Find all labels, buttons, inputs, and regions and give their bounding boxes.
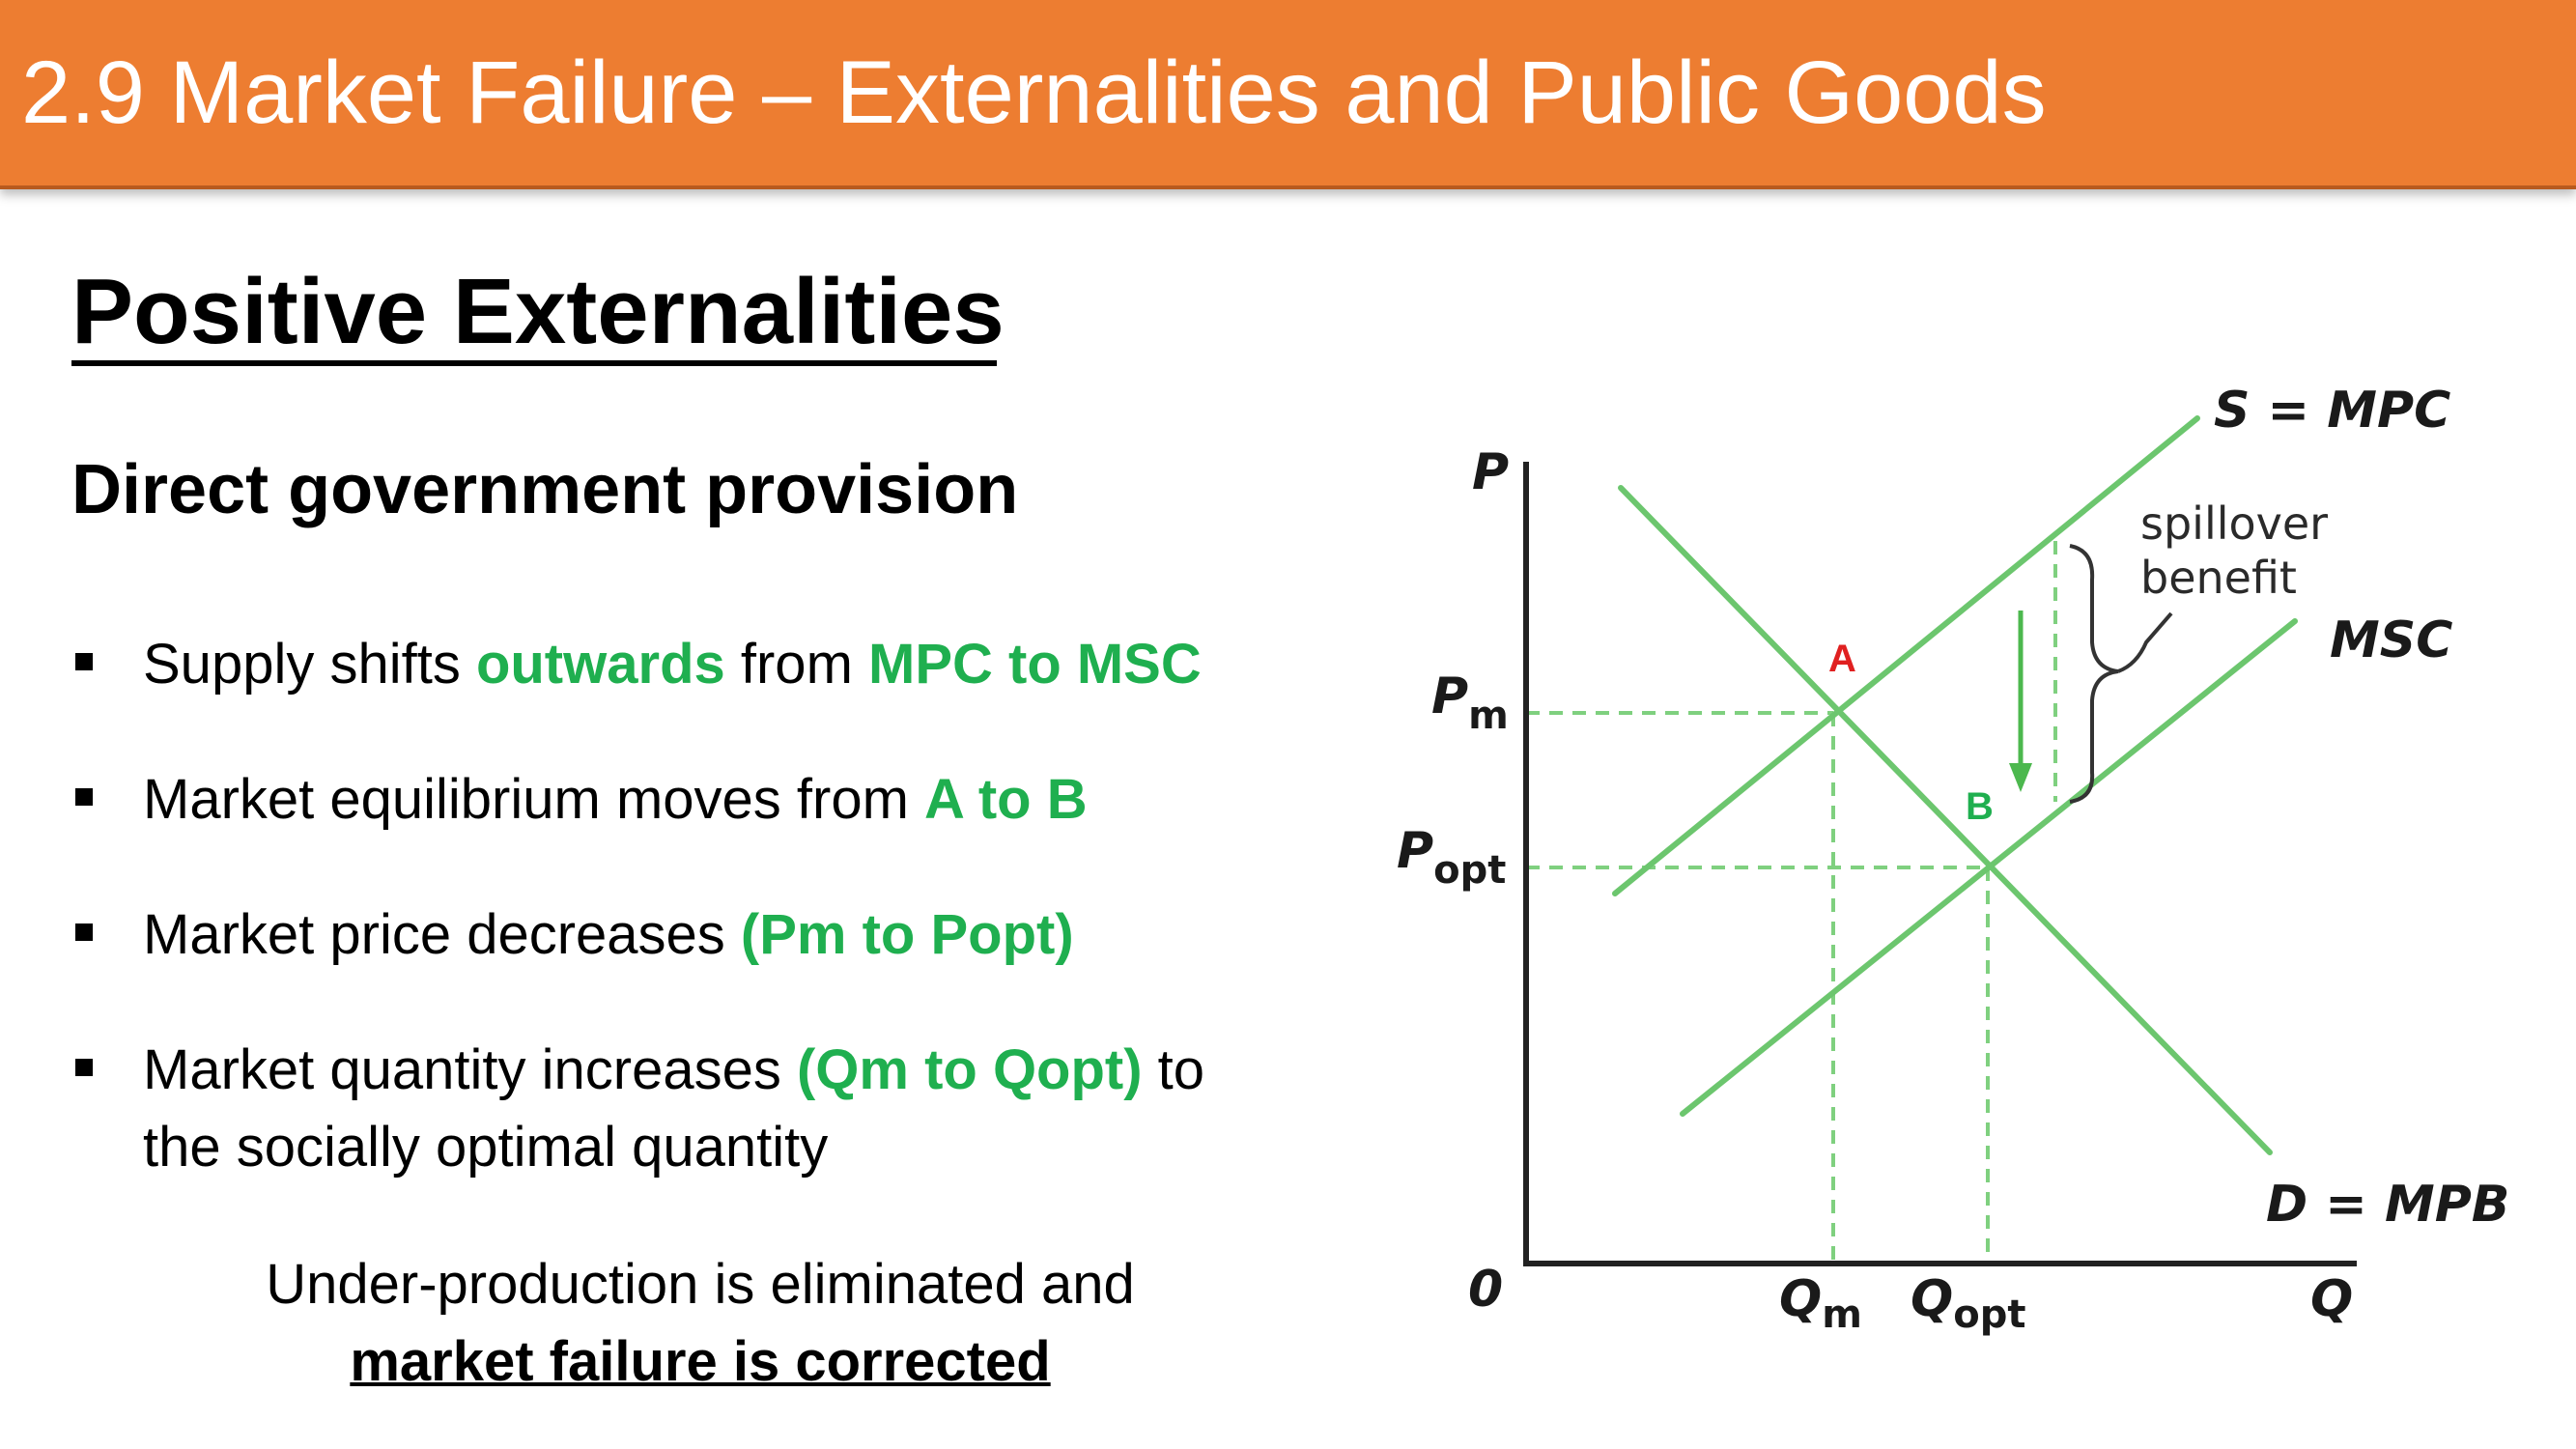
bullet-highlight: (Pm to Popt) <box>740 903 1074 966</box>
conclusion-line1: Under-production is eliminated and <box>266 1253 1135 1316</box>
spillover-label-line1: spillover <box>2140 497 2328 550</box>
bullet-part: to <box>1142 1038 1205 1101</box>
bullet-part: Market price decreases <box>143 903 741 966</box>
brace-icon <box>2069 544 2119 804</box>
bullet-part: Market quantity increases <box>143 1038 797 1101</box>
y-axis-label: P <box>1472 443 1509 501</box>
bullet-highlight: outwards <box>475 633 725 696</box>
point-a-label: A <box>1828 638 1856 680</box>
bullet-text: Supply shifts outwards from MPC to MSC <box>143 626 1202 703</box>
slide-title: 2.9 Market Failure – Externalities and P… <box>21 43 2047 142</box>
guide-lines <box>1526 541 2057 1264</box>
spillover-label-line2: benefit <box>2140 552 2297 604</box>
bullet-highlight: MPC to MSC <box>868 633 1202 696</box>
pm-main: P <box>1431 668 1468 725</box>
conclusion-line2: market failure is corrected <box>350 1330 1051 1393</box>
title-banner: 2.9 Market Failure – Externalities and P… <box>0 0 2576 189</box>
bullet-part: Supply shifts <box>143 633 476 696</box>
bullet-highlight: (Qm to Qopt) <box>796 1038 1143 1101</box>
msc-label: MSC <box>2330 611 2452 669</box>
qopt-sub: opt <box>1953 1293 2025 1337</box>
bullet-text: Market quantity increases (Qm to Qopt) t… <box>143 1032 1204 1109</box>
down-arrow-icon <box>2009 763 2032 792</box>
bullet-text-line2: the socially optimal quantity <box>143 1116 829 1179</box>
supply-label: S = MPC <box>2214 382 2450 440</box>
pm-label: Pm <box>1431 668 1509 738</box>
qm-label: Qm <box>1779 1270 1862 1337</box>
demand-label: D = MPB <box>2266 1176 2509 1234</box>
supply-mpc-curve <box>1612 415 2200 896</box>
qopt-main: Q <box>1911 1270 1953 1328</box>
popt-main: P <box>1397 822 1433 880</box>
heading-underline <box>71 360 997 366</box>
bullet-square-icon <box>75 788 93 806</box>
pm-sub: m <box>1468 694 1509 738</box>
demand-mpb-curve <box>1618 485 2273 1155</box>
qm-main: Q <box>1779 1270 1822 1328</box>
popt-sub: opt <box>1433 848 1506 893</box>
bullet-square-icon <box>75 923 93 941</box>
popt-label: Popt <box>1397 822 1506 893</box>
bullet-highlight: A to B <box>924 768 1088 831</box>
bullet-square-icon <box>75 1059 93 1076</box>
qopt-label: Qopt <box>1911 1270 2025 1337</box>
conclusion: Under-production is eliminated and marke… <box>222 1246 1178 1401</box>
x-axis-label: Q <box>2310 1270 2353 1328</box>
brace-pointer <box>2117 611 2173 673</box>
origin-label: 0 <box>1468 1261 1503 1319</box>
bullet-part: from <box>724 633 868 696</box>
bullet-square-icon <box>75 653 93 670</box>
bullet-part: Market equilibrium moves from <box>143 768 924 831</box>
curves <box>1612 415 2298 1155</box>
bullet-text: Market equilibrium moves from A to B <box>143 761 1088 838</box>
point-b-label: B <box>1966 785 1994 828</box>
subheading: Direct government provision <box>71 451 1019 528</box>
section-heading: Positive Externalities <box>71 260 1005 363</box>
qm-sub: m <box>1822 1293 1862 1337</box>
bullet-text: Market price decreases (Pm to Popt) <box>143 896 1074 974</box>
